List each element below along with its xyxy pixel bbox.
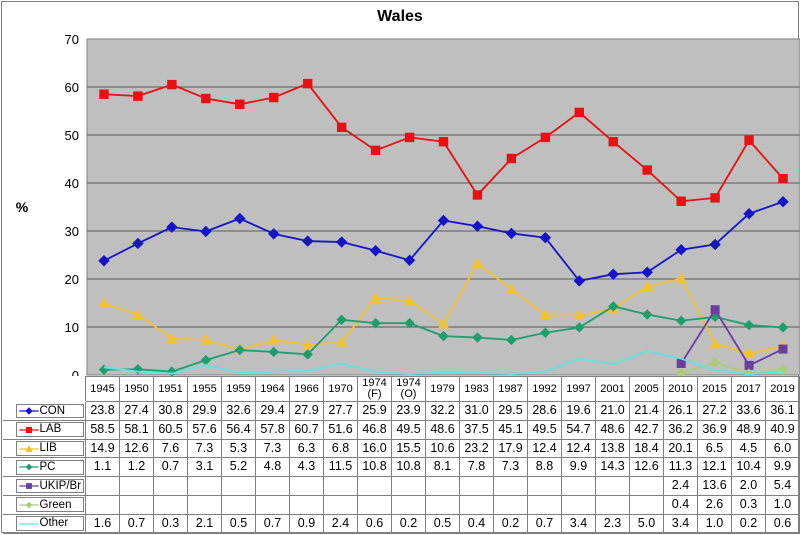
svg-text:0: 0 [72,368,79,376]
svg-text:10: 10 [65,320,79,335]
svg-text:40: 40 [65,176,79,191]
svg-text:70: 70 [65,32,79,47]
svg-text:30: 30 [65,224,79,239]
svg-text:50: 50 [65,128,79,143]
svg-text:60: 60 [65,80,79,95]
svg-text:20: 20 [65,272,79,287]
svg-text:%: % [16,199,29,215]
